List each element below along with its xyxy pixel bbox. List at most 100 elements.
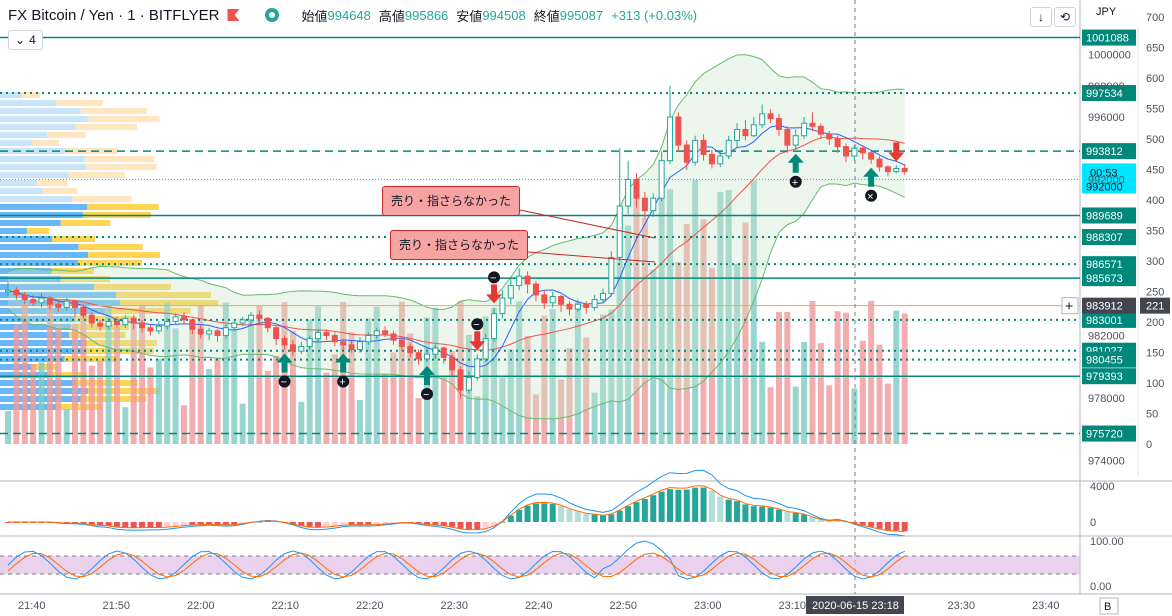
volume-bar	[591, 392, 598, 444]
flag-icon[interactable]	[227, 9, 240, 21]
volume-bar	[633, 180, 640, 444]
eye-icon[interactable]	[265, 8, 280, 22]
macd-histogram-bar	[222, 522, 229, 525]
plus-badge-icon	[789, 175, 802, 188]
macd-histogram-bar	[683, 489, 690, 522]
candle	[298, 345, 305, 352]
countdown-label: 00:53	[1090, 167, 1118, 179]
volume-bar	[13, 324, 20, 444]
volume-bar	[398, 301, 405, 444]
scroll-down-button[interactable]: ↓	[1030, 7, 1052, 27]
volume-profile-bar	[0, 156, 85, 162]
candle	[407, 345, 414, 354]
candle	[248, 314, 255, 321]
candle	[549, 295, 556, 304]
annotation-pointer	[519, 209, 656, 239]
candle	[239, 319, 246, 324]
macd-histogram-bar	[591, 514, 598, 522]
macd-histogram-bar	[172, 522, 179, 527]
rsi-band	[0, 556, 1080, 574]
macd-histogram-bar	[650, 495, 657, 522]
volume-profile-bar	[104, 308, 191, 314]
volume-bar	[767, 387, 774, 444]
macd-histogram-bar	[239, 522, 246, 524]
volume-tick-label: 250	[1146, 287, 1164, 299]
volume-profile-bar	[116, 292, 212, 298]
plus-icon: +	[1065, 298, 1073, 314]
badge-glyph: ×	[867, 191, 873, 203]
annotation-note-1[interactable]: 売り・指さらなかった	[382, 186, 521, 216]
crosshair-time-bg	[806, 596, 904, 614]
volume-bar	[206, 369, 213, 444]
volume-profile-bar	[32, 140, 59, 146]
volume-bar	[30, 363, 37, 444]
time-tick-label: 21:40	[18, 600, 46, 612]
candle	[767, 113, 774, 120]
volume-bar	[616, 260, 623, 444]
levels: 1001088 997534 993812 989689 988307 986571 985…	[0, 29, 1136, 442]
volume-bar	[264, 370, 271, 444]
candle	[717, 155, 724, 165]
candle	[457, 369, 464, 391]
price-tick-label: 978000	[1088, 393, 1125, 405]
volume-profile-bar	[0, 140, 33, 146]
badge-glyph: −	[423, 389, 429, 401]
indicators-toggle[interactable]: ⌄ 4	[8, 30, 43, 50]
volume-bar	[248, 320, 255, 444]
volume-tick-label: 550	[1146, 104, 1164, 116]
volume-bar	[315, 306, 322, 444]
volume-bar	[558, 379, 565, 444]
price-axis: 974000 978000 982000 992000 996000 998000 1000…	[1088, 50, 1131, 468]
currency-label[interactable]: JPY	[1096, 6, 1117, 18]
candle	[465, 377, 472, 391]
volume-bar	[449, 351, 456, 444]
level-label: 985673	[1086, 273, 1123, 285]
price-tick-label: 982000	[1088, 331, 1125, 343]
macd-histogram-bar	[323, 522, 330, 527]
macd-histogram-bar	[298, 522, 305, 526]
macd-histogram-bar	[759, 506, 766, 522]
volume-profile-bar	[94, 284, 172, 290]
candle	[859, 147, 866, 154]
annotation-note-2[interactable]: 売り・指さらなかった	[390, 230, 529, 260]
time-tick-label: 22:30	[441, 600, 469, 612]
candle	[172, 316, 179, 322]
macd-histogram-bar	[306, 522, 313, 527]
symbol-title[interactable]: FX Bitcoin / Yen · 1 · BITFLYER	[8, 6, 220, 24]
volume-bar	[574, 301, 581, 444]
macd-histogram-bar	[851, 522, 858, 524]
volume-bar	[625, 225, 632, 444]
macd-histogram-bar	[507, 515, 514, 522]
volume-bar	[289, 330, 296, 444]
volume-profile-bar	[0, 300, 121, 306]
candle	[398, 339, 405, 347]
candle	[331, 335, 338, 343]
candle	[273, 327, 280, 340]
volume-bar	[147, 367, 154, 444]
reset-button[interactable]: ⟲	[1054, 7, 1076, 27]
volume-tick-label: 700	[1146, 12, 1164, 24]
moving-average-slow	[7, 136, 905, 351]
macd-histogram-bar	[457, 522, 464, 529]
volume-bar	[658, 192, 665, 444]
volume-profile-bar	[52, 236, 95, 242]
candle	[97, 322, 104, 327]
candle	[742, 128, 749, 137]
macd-histogram-bar	[784, 512, 791, 522]
plus-badge-icon	[337, 375, 350, 388]
volume-profile-bar	[37, 180, 68, 186]
volume-bar	[809, 301, 816, 444]
volume-profile-bar	[86, 340, 157, 346]
volume-bar	[901, 313, 908, 444]
bollinger-upper	[7, 54, 905, 310]
volume-profile-bar	[68, 332, 126, 338]
candle	[449, 356, 456, 371]
volume-profile-bar	[42, 188, 78, 194]
candle	[206, 330, 213, 335]
time-tick-label: 22:50	[610, 600, 638, 612]
annotation-pointer	[527, 251, 656, 263]
candle	[826, 133, 833, 140]
candle	[356, 341, 363, 351]
volume-bar	[817, 343, 824, 444]
